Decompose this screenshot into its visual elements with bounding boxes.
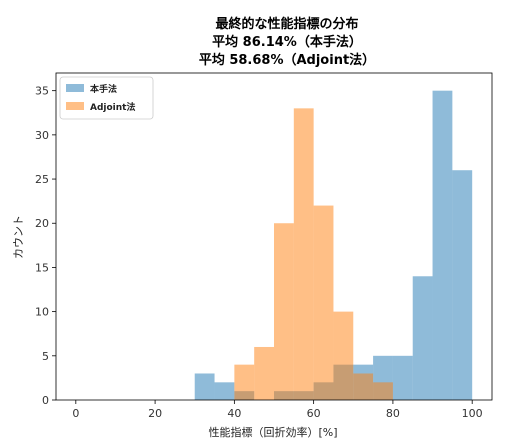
chart-subtitle-2: 平均 58.68%（Adjoint法） [199, 52, 375, 68]
bar-series-1-bin-13 [432, 90, 453, 401]
bars-layer [194, 90, 473, 401]
x-axis-label: 性能指標（回折効率）[%] [208, 425, 337, 439]
x-tick-label: 100 [462, 407, 483, 420]
x-tick-label: 0 [72, 407, 79, 420]
y-axis-label: カウント [12, 215, 25, 259]
chart-subtitle-1: 平均 86.14%（本手法） [212, 34, 362, 50]
y-tick-label: 25 [35, 173, 49, 186]
bar-series-1-bin-1 [194, 373, 215, 400]
legend-label-series-1: 本手法 [90, 83, 117, 95]
bar-series-1-bin-14 [452, 170, 473, 400]
y-tick-label: 5 [42, 350, 49, 363]
legend-label-series-2: Adjoint法 [90, 101, 135, 113]
bar-series-1-bin-11 [392, 355, 413, 400]
legend-swatch-series-1 [66, 84, 84, 92]
y-tick-label: 15 [35, 261, 49, 274]
x-tick-label: 40 [227, 407, 241, 420]
y-axis-ticks: 0 5 10 15 20 25 30 35 [35, 85, 56, 407]
bar-series-2-bin-8 [373, 382, 393, 400]
bar-series-1-bin-2 [214, 382, 235, 400]
y-tick-label: 10 [35, 306, 49, 319]
y-tick-label: 0 [42, 394, 49, 407]
x-tick-label: 20 [148, 407, 162, 420]
y-tick-label: 20 [35, 217, 49, 230]
x-axis-ticks: 0 20 40 60 80 100 [72, 400, 483, 420]
plot-frame [55, 72, 493, 401]
bar-series-2-bin-3 [274, 223, 294, 400]
bar-series-2-bin-4 [293, 108, 314, 400]
bar-series-1-bin-12 [412, 276, 433, 400]
bar-series-2-bin-1 [234, 364, 255, 400]
y-tick-label: 35 [35, 85, 49, 98]
bar-series-2-bin-6 [333, 311, 354, 400]
bar-series-2-bin-5 [313, 205, 334, 400]
x-tick-label: 60 [307, 407, 321, 420]
y-tick-label: 30 [35, 129, 49, 142]
chart-title: 最終的な性能指標の分布 [215, 16, 358, 32]
bar-series-2-bin-7 [353, 373, 374, 400]
legend-swatch-series-2 [66, 102, 84, 110]
x-tick-label: 80 [386, 407, 400, 420]
bar-series-2-bin-2 [254, 346, 274, 400]
legend: 本手法 Adjoint法 [59, 76, 154, 120]
